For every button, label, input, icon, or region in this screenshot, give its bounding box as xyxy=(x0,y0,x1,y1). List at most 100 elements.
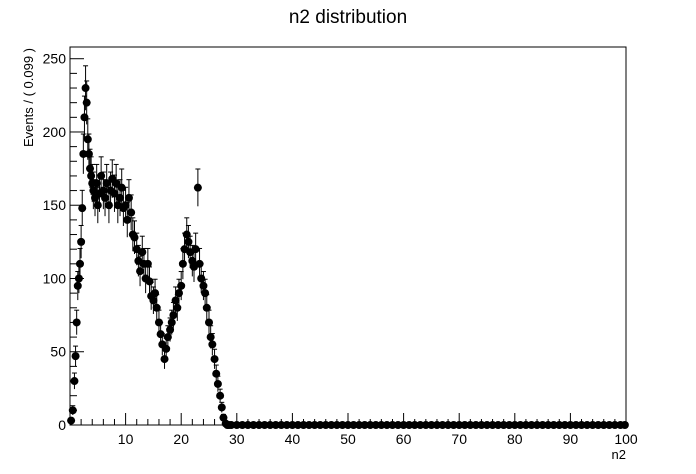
x-tick-label: 20 xyxy=(173,431,189,447)
data-point xyxy=(79,133,88,174)
point-marker xyxy=(77,237,86,246)
x-tick-label: 30 xyxy=(229,431,245,447)
point-marker xyxy=(377,421,386,429)
data-point xyxy=(599,421,608,429)
point-marker xyxy=(166,325,175,334)
data-point xyxy=(189,251,198,282)
point-marker xyxy=(427,421,436,429)
data-point xyxy=(577,421,586,429)
point-marker xyxy=(174,289,183,298)
point-marker xyxy=(260,421,269,429)
data-point xyxy=(193,168,202,207)
point-marker xyxy=(81,84,90,93)
point-marker xyxy=(138,248,147,257)
point-marker xyxy=(594,421,603,429)
data-point xyxy=(143,247,152,280)
point-marker xyxy=(560,421,569,429)
point-marker xyxy=(449,421,458,429)
point-marker xyxy=(494,421,503,429)
data-point xyxy=(76,247,85,280)
point-marker xyxy=(371,421,380,429)
data-point xyxy=(316,421,325,429)
data-point xyxy=(516,421,525,429)
point-marker xyxy=(178,259,187,268)
x-tick-label: 100 xyxy=(614,431,638,447)
point-marker xyxy=(410,421,419,429)
point-marker xyxy=(416,421,425,429)
point-marker xyxy=(210,355,219,364)
data-point xyxy=(271,421,280,429)
point-marker xyxy=(555,421,564,429)
point-marker xyxy=(527,421,536,429)
point-marker xyxy=(588,421,597,429)
point-marker xyxy=(538,421,547,429)
data-point xyxy=(127,194,136,231)
point-marker xyxy=(171,296,180,305)
data-point xyxy=(208,333,217,356)
point-marker xyxy=(310,421,319,429)
y-axis-label: Events / ( 0.099 ) xyxy=(21,48,36,147)
point-marker xyxy=(87,171,96,180)
point-marker xyxy=(201,289,210,298)
x-tick-label: 10 xyxy=(118,431,134,447)
point-marker xyxy=(123,215,132,224)
data-point xyxy=(72,309,81,335)
data-point xyxy=(360,421,369,429)
point-marker xyxy=(92,179,101,188)
point-marker xyxy=(571,421,580,429)
data-point xyxy=(216,388,225,403)
point-marker xyxy=(102,179,111,188)
point-marker xyxy=(438,421,447,429)
point-marker xyxy=(83,135,92,144)
point-marker xyxy=(112,179,121,188)
point-marker xyxy=(205,318,213,327)
data-point xyxy=(82,80,91,125)
x-tick-label: 40 xyxy=(285,431,301,447)
point-marker xyxy=(293,421,302,429)
point-marker xyxy=(101,193,110,202)
point-marker xyxy=(184,237,193,246)
data-point xyxy=(544,421,553,429)
point-marker xyxy=(432,421,441,429)
point-marker xyxy=(197,274,206,283)
point-marker xyxy=(477,421,486,429)
data-point xyxy=(102,163,111,203)
point-marker xyxy=(321,421,330,429)
data-point xyxy=(71,345,80,367)
data-point xyxy=(92,163,101,203)
point-marker xyxy=(232,421,241,429)
point-marker xyxy=(583,421,592,429)
data-point xyxy=(449,421,458,429)
data-point xyxy=(288,421,297,429)
point-marker xyxy=(208,340,217,349)
point-marker xyxy=(399,421,408,429)
point-marker xyxy=(216,391,225,400)
point-marker xyxy=(549,421,558,429)
point-marker xyxy=(227,421,236,429)
point-marker xyxy=(163,333,172,342)
point-marker xyxy=(160,355,169,364)
point-marker xyxy=(577,421,586,429)
data-points xyxy=(67,65,629,429)
data-point xyxy=(210,348,219,369)
data-point xyxy=(177,271,186,301)
data-point xyxy=(112,163,121,203)
point-marker xyxy=(249,421,258,429)
point-marker xyxy=(516,421,525,429)
point-marker xyxy=(86,164,95,173)
point-marker xyxy=(76,259,85,268)
point-marker xyxy=(483,421,491,429)
data-point xyxy=(477,421,486,429)
point-marker xyxy=(488,421,497,429)
point-marker xyxy=(99,186,108,195)
point-marker xyxy=(67,416,76,425)
point-marker xyxy=(93,201,102,210)
data-point xyxy=(399,421,408,429)
point-marker xyxy=(366,421,375,429)
point-marker xyxy=(151,289,160,298)
point-marker xyxy=(78,204,87,213)
chart-title: n2 distribution xyxy=(289,7,407,28)
point-marker xyxy=(349,421,358,429)
data-point xyxy=(494,421,503,429)
